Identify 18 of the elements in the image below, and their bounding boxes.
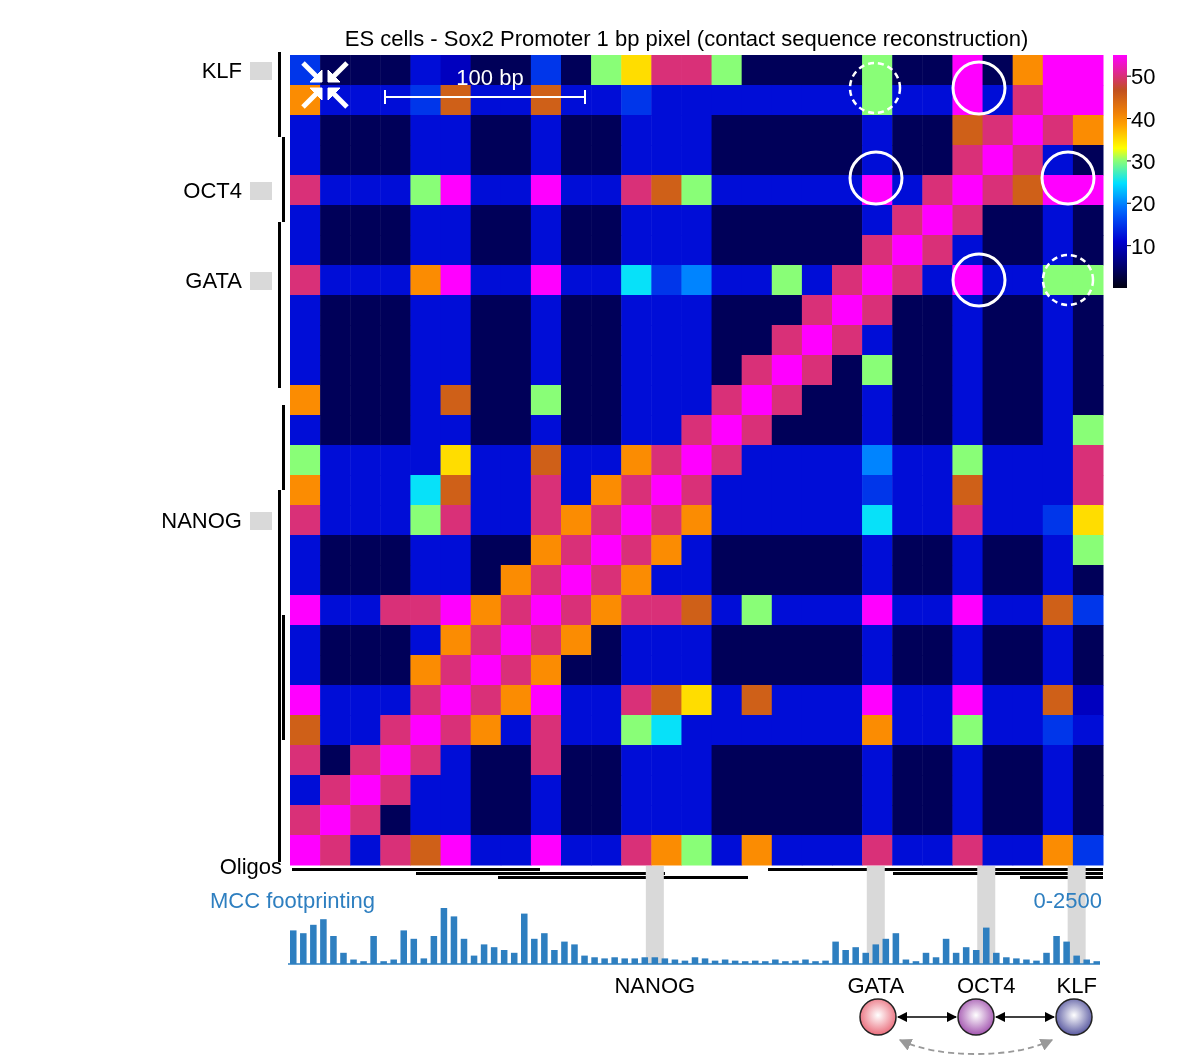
y-tick-label: NANOG <box>161 508 242 533</box>
color-bar-label: 10 <box>1131 233 1156 259</box>
annotation: 100 bp <box>456 65 524 90</box>
x-tick-label: NANOG <box>614 973 696 998</box>
chart-title: MCC footprinting <box>210 888 376 913</box>
x-tick-label: OCT4 <box>956 973 1016 998</box>
x-tick-label: GATA <box>847 973 905 998</box>
x-tick-label: KLF <box>1056 973 1097 998</box>
text: Oligos <box>219 854 282 879</box>
color-bar-label: 40 <box>1131 106 1156 132</box>
chart-title: ES cells - Sox2 Promoter 1 bp pixel (contact sequence reconstruction) <box>344 26 1029 51</box>
y-tick-label: KLF <box>201 58 242 83</box>
color-bar-label: 50 <box>1131 64 1156 90</box>
y-tick-label: OCT4 <box>183 178 242 203</box>
color-bar-label: 30 <box>1131 148 1156 174</box>
color-bar-label: 20 <box>1131 191 1156 217</box>
y-tick-label: GATA <box>185 268 243 293</box>
annotation: 0-2500 <box>1033 888 1102 913</box>
